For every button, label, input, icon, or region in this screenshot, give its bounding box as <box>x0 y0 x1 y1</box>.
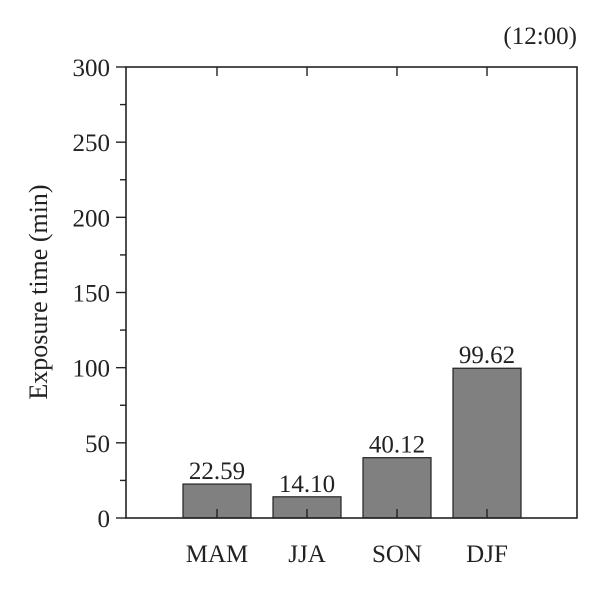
top-axis-ticks <box>216 67 488 76</box>
chart-annotation: (12:00) <box>503 23 577 50</box>
y-tick-label: 250 <box>73 130 111 157</box>
y-tick-label: 0 <box>98 506 111 533</box>
bar-value-label: 40.12 <box>369 432 425 459</box>
y-tick-label: 150 <box>73 281 111 308</box>
bar-son <box>362 457 432 519</box>
bar-value-label: 14.10 <box>279 471 335 498</box>
x-tick-label: SON <box>372 541 422 568</box>
bar-djf <box>452 367 522 519</box>
x-axis-ticks: MAM JJA SON DJF <box>186 509 508 568</box>
y-tick-label: 50 <box>85 431 110 458</box>
y-tick-label: 100 <box>73 356 111 383</box>
y-axis-label: Exposure time (min) <box>24 184 53 399</box>
bar-value-label: 99.62 <box>459 342 515 369</box>
y-tick-label: 300 <box>73 55 111 82</box>
y-axis-ticks: 0 50 100 150 200 250 300 <box>73 55 126 533</box>
y-tick-label: 200 <box>73 205 111 232</box>
x-tick-label: DJF <box>466 541 508 568</box>
plot-frame <box>125 66 578 519</box>
x-tick-label: JJA <box>288 541 326 568</box>
bar-value-label: 22.59 <box>189 458 245 485</box>
bar-value-labels: 22.59 14.10 40.12 99.62 <box>189 342 515 498</box>
bars-group <box>182 367 522 519</box>
x-tick-label: MAM <box>186 541 249 568</box>
